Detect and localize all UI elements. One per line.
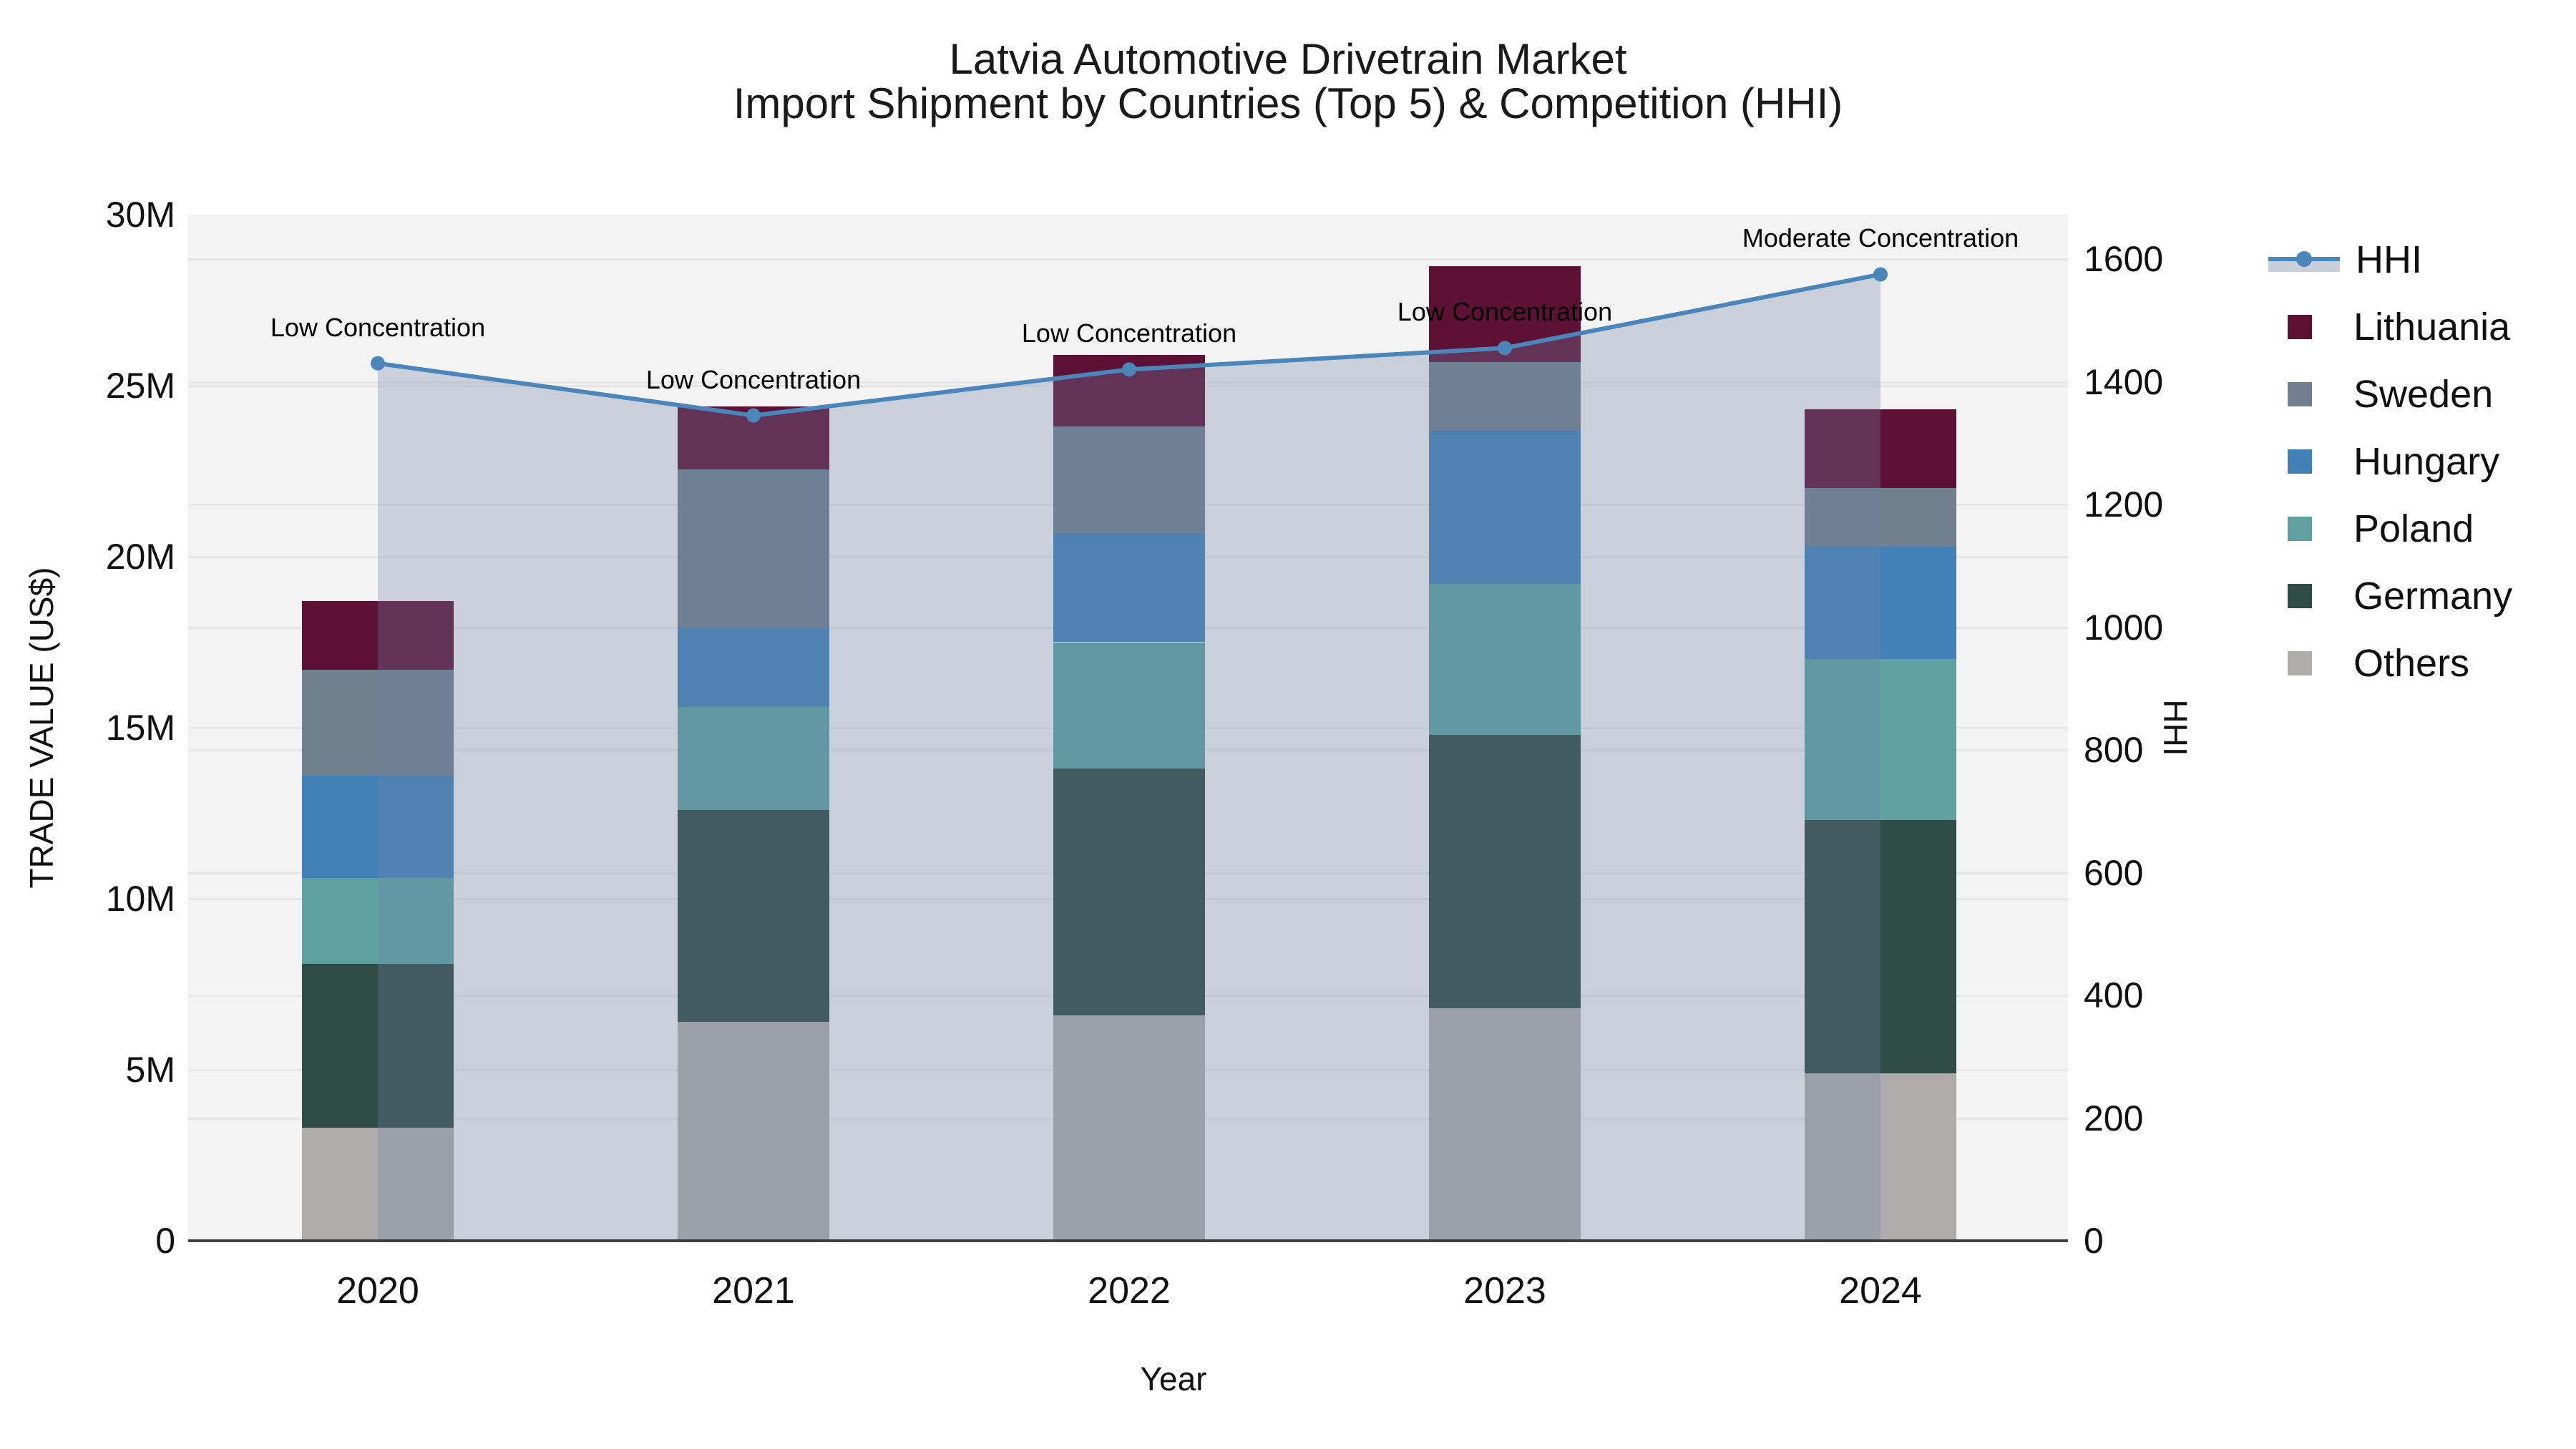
bar-2022-others[interactable] [1053, 1015, 1205, 1241]
hhi-legend-sample [2268, 245, 2340, 274]
annotation-2024: Moderate Concentration [1742, 223, 2019, 253]
bar-2021-germany[interactable] [678, 809, 829, 1023]
bar-2023-others[interactable] [1429, 1008, 1581, 1241]
bar-2020-sweden[interactable] [302, 669, 454, 776]
bar-2020-lithuania[interactable] [302, 601, 454, 670]
bar-2022-germany[interactable] [1053, 769, 1205, 1015]
annotation-2023: Low Concentration [1397, 297, 1613, 327]
legend-item-poland[interactable]: Poland [2268, 495, 2474, 562]
bar-2020-others[interactable] [302, 1128, 454, 1241]
bar-2021-hungary[interactable] [678, 628, 829, 708]
x-axis-line [188, 1239, 2068, 1242]
annotation-2022: Low Concentration [1021, 318, 1237, 348]
sweden-color-swatch [2288, 382, 2312, 406]
bar-2022-sweden[interactable] [1053, 426, 1205, 533]
legend-item-germany[interactable]: Germany [2268, 562, 2512, 630]
annotation-2021: Low Concentration [645, 364, 862, 394]
y-left-tick-20M: 20M [105, 537, 175, 577]
x-tick-2023: 2023 [1463, 1270, 1546, 1312]
bar-2022-hungary[interactable] [1053, 532, 1205, 643]
legend-item-others[interactable]: Others [2268, 630, 2469, 697]
hhi-point-2022[interactable] [1122, 362, 1136, 377]
y-left-tick-30M: 30M [105, 195, 175, 235]
bar-2021-poland[interactable] [678, 707, 829, 810]
y-left-tick-0: 0 [155, 1221, 175, 1261]
legend-label: Others [2353, 642, 2470, 685]
x-tick-2021: 2021 [712, 1270, 795, 1312]
hhi-point-2021[interactable] [746, 408, 761, 423]
y-left-tick-5M: 5M [125, 1050, 175, 1090]
bar-2024-hungary[interactable] [1805, 546, 1956, 660]
y-right-tick-800: 800 [2084, 730, 2144, 770]
bar-2024-germany[interactable] [1805, 820, 1956, 1073]
others-color-swatch [2288, 651, 2312, 675]
bar-2023-germany[interactable] [1429, 734, 1581, 1008]
bar-2023-hungary[interactable] [1429, 430, 1581, 585]
x-axis-title: Year [1140, 1360, 1207, 1397]
legend-item-hhi[interactable]: HHI [2268, 226, 2422, 293]
x-tick-2024: 2024 [1839, 1270, 1922, 1312]
y-left-tick-15M: 15M [105, 708, 175, 748]
lithuania-color-swatch [2288, 315, 2312, 339]
hungary-color-swatch [2288, 449, 2312, 474]
gridline [188, 258, 2068, 260]
poland-color-swatch [2288, 517, 2312, 541]
y-right-tick-600: 600 [2084, 852, 2144, 893]
bar-2024-others[interactable] [1805, 1073, 1956, 1241]
bar-2024-lithuania[interactable] [1805, 409, 1956, 489]
bar-2023-sweden[interactable] [1429, 361, 1581, 431]
hhi-point-2020[interactable] [371, 356, 385, 371]
y-right-tick-200: 200 [2084, 1098, 2144, 1138]
y-right-tick-400: 400 [2084, 975, 2144, 1015]
legend-label: Hungary [2353, 440, 2500, 483]
legend-label: Lithuania [2353, 306, 2511, 348]
bar-2024-poland[interactable] [1805, 659, 1956, 821]
chart-title-line2: Import Shipment by Countries (Top 5) & C… [733, 79, 1843, 127]
chart-title: Latvia Automotive Drivetrain Market Impo… [0, 37, 2576, 126]
annotation-2020: Low Concentration [270, 312, 486, 342]
bar-2022-poland[interactable] [1053, 642, 1205, 769]
x-tick-2020: 2020 [336, 1270, 419, 1312]
y-axis-right-title: HHI [2157, 699, 2194, 756]
legend-item-lithuania[interactable]: Lithuania [2268, 293, 2510, 361]
bar-2020-poland[interactable] [302, 878, 454, 964]
bar-2024-sweden[interactable] [1805, 488, 1956, 547]
chart-title-line1: Latvia Automotive Drivetrain Market [949, 35, 1627, 83]
hhi-area-fill [378, 274, 1880, 1241]
legend-item-hungary[interactable]: Hungary [2268, 428, 2499, 495]
bar-2023-poland[interactable] [1429, 584, 1581, 735]
hhi-legend-marker [2296, 251, 2312, 267]
hhi-point-2024[interactable] [1873, 267, 1888, 282]
legend-item-sweden[interactable]: Sweden [2268, 361, 2493, 428]
hhi-point-2023[interactable] [1498, 341, 1512, 356]
y-right-tick-1600: 1600 [2084, 239, 2164, 279]
bar-2021-sweden[interactable] [678, 469, 829, 629]
y-left-tick-10M: 10M [105, 879, 175, 919]
germany-color-swatch [2288, 584, 2312, 608]
y-right-tick-0: 0 [2084, 1221, 2104, 1261]
x-tick-2022: 2022 [1088, 1270, 1171, 1312]
y-right-tick-1200: 1200 [2084, 484, 2164, 525]
y-right-tick-1000: 1000 [2084, 607, 2164, 648]
legend-label: Poland [2353, 507, 2474, 550]
bar-2021-others[interactable] [678, 1022, 829, 1241]
bar-2020-germany[interactable] [302, 963, 454, 1128]
bar-2020-hungary[interactable] [302, 775, 454, 879]
y-axis-left-title: TRADE VALUE (US$) [23, 567, 60, 889]
legend-label: Sweden [2353, 373, 2494, 416]
legend-label: Germany [2353, 575, 2513, 618]
y-right-tick-1400: 1400 [2084, 361, 2164, 402]
legend-label: HHI [2356, 238, 2422, 281]
y-left-tick-25M: 25M [105, 366, 175, 406]
